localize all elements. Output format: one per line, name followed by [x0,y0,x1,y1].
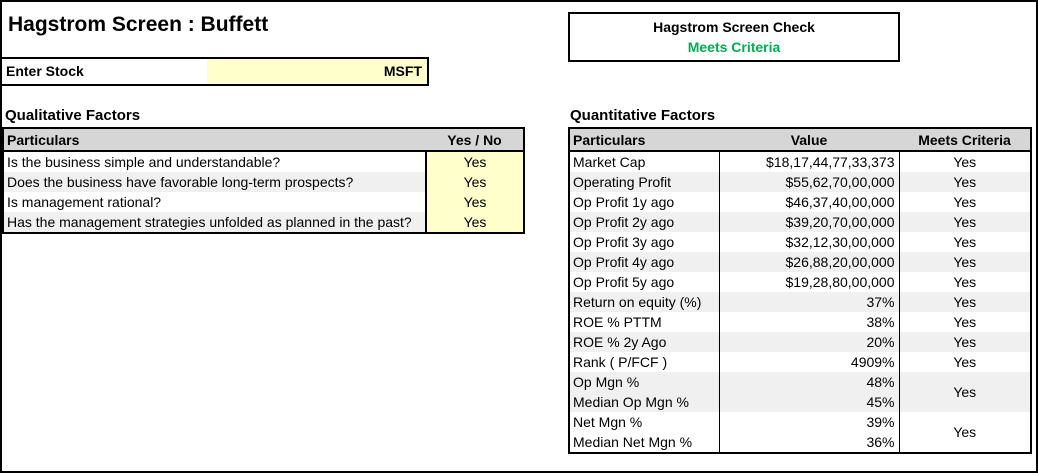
table-row: ROE % 2y Ago 20% Yes [569,332,1031,352]
quant-label: ROE % PTTM [569,312,720,332]
quant-value: $18,17,44,77,33,373 [719,151,900,172]
quant-value: 37% [719,292,900,312]
quant-value: $46,37,40,00,000 [719,192,900,212]
quant-label: Op Profit 4y ago [569,252,720,272]
table-row: Op Mgn % 48% Yes [569,372,1031,412]
qual-question: Is management rational? [3,192,426,212]
quant-label: Op Mgn % [569,372,720,392]
quant-meets-cell: Yes [899,232,1031,252]
table-row: Median Net Mgn % 36% [569,432,1031,453]
quant-label: Op Profit 2y ago [569,212,720,232]
quant-label: Median Op Mgn % [569,392,720,412]
page-title: Hagstrom Screen : Buffett [8,13,269,36]
quant-value: 38% [719,312,900,332]
quant-label: Op Profit 1y ago [569,192,720,212]
quantitative-header-row: Particulars Value Meets Criteria [569,128,1031,152]
qual-col-yes-no: Yes / No [426,128,524,152]
table-row: Op Profit 5y ago $19,28,80,00,000 Yes [569,272,1031,292]
quant-label: Op Profit 3y ago [569,232,720,252]
quant-value: $26,88,20,00,000 [719,252,900,272]
screen-check-status: Meets Criteria [687,39,781,55]
quant-label: Market Cap [569,151,720,172]
qual-answer-cell[interactable]: Yes [425,212,524,233]
stock-ticker-input[interactable]: MSFT [207,59,427,84]
quant-label: Median Net Mgn % [569,432,720,453]
quant-meets-cell: Yes [899,292,1031,312]
table-row: Op Profit 4y ago $26,88,20,00,000 Yes [569,252,1031,272]
quantitative-section-heading: Quantitative Factors [570,107,716,124]
quant-value: $39,20,70,00,000 [719,212,900,232]
screen-check-title: Hagstrom Screen Check [653,19,815,35]
table-row: Has the management strategies unfolded a… [3,212,524,233]
quant-meets-cell-merged: Yes [899,412,1031,453]
table-row: Median Op Mgn % 45% [569,392,1031,412]
quant-meets-cell: Yes [899,252,1031,272]
qual-col-particulars: Particulars [3,128,426,152]
qualitative-section-heading: Qualitative Factors [5,107,141,124]
quant-value: 45% [719,392,900,412]
quant-meets-cell: Yes [899,272,1031,292]
qual-question: Has the management strategies unfolded a… [3,212,426,233]
quant-label: Return on equity (%) [569,292,720,312]
quant-meets-cell: Yes [899,312,1031,332]
table-row: Op Profit 1y ago $46,37,40,00,000 Yes [569,192,1031,212]
quant-value: $32,12,30,00,000 [719,232,900,252]
quant-meets-cell: Yes [899,192,1031,212]
table-row: Market Cap $18,17,44,77,33,373 Yes [569,151,1031,172]
quant-col-particulars: Particulars [569,128,719,152]
quantitative-table: Particulars Value Meets Criteria Market … [568,127,1032,454]
quant-value: $55,62,70,00,000 [719,172,900,192]
qual-answer-cell[interactable]: Yes [425,172,524,192]
quant-col-value: Value [719,128,899,152]
quant-meets-cell: Yes [899,332,1031,352]
table-row: ROE % PTTM 38% Yes [569,312,1031,332]
qualitative-header-row: Particulars Yes / No [3,128,524,152]
qual-question: Does the business have favorable long-te… [3,172,426,192]
quant-label: Operating Profit [569,172,720,192]
table-row: Op Profit 3y ago $32,12,30,00,000 Yes [569,232,1031,252]
quant-value: $19,28,80,00,000 [719,272,900,292]
quant-label: ROE % 2y Ago [569,332,720,352]
quant-meets-cell: Yes [899,151,1031,172]
table-row: Does the business have favorable long-te… [3,172,524,192]
quant-value: 4909% [719,352,900,372]
quant-value: 39% [719,412,900,432]
qual-answer-cell[interactable]: Yes [425,192,524,212]
quant-col-meets-criteria: Meets Criteria [899,128,1031,152]
quant-meets-cell: Yes [899,212,1031,232]
table-row: Op Profit 2y ago $39,20,70,00,000 Yes [569,212,1031,232]
quant-meets-cell-merged: Yes [899,372,1031,412]
table-row: Operating Profit $55,62,70,00,000 Yes [569,172,1031,192]
screen-check-box: Hagstrom Screen Check Meets Criteria [568,12,900,62]
qualitative-table: Particulars Yes / No Is the business sim… [2,127,525,234]
table-row: Net Mgn % 39% Yes [569,412,1031,453]
stock-input-row: Enter Stock MSFT [2,57,429,86]
qual-question: Is the business simple and understandabl… [3,151,426,172]
table-row: Rank ( P/FCF ) 4909% Yes [569,352,1031,372]
quant-value: 48% [719,372,900,392]
quant-label: Rank ( P/FCF ) [569,352,720,372]
table-row: Is management rational? Yes [3,192,524,212]
quant-label: Op Profit 5y ago [569,272,720,292]
qual-answer-cell[interactable]: Yes [425,151,524,172]
table-row: Return on equity (%) 37% Yes [569,292,1031,312]
quant-value: 36% [719,432,900,453]
table-row: Is the business simple and understandabl… [3,151,524,172]
quant-value: 20% [719,332,900,352]
quant-meets-cell: Yes [899,172,1031,192]
quant-label: Net Mgn % [569,412,720,432]
quant-meets-cell: Yes [899,352,1031,372]
stock-input-label: Enter Stock [2,59,207,84]
